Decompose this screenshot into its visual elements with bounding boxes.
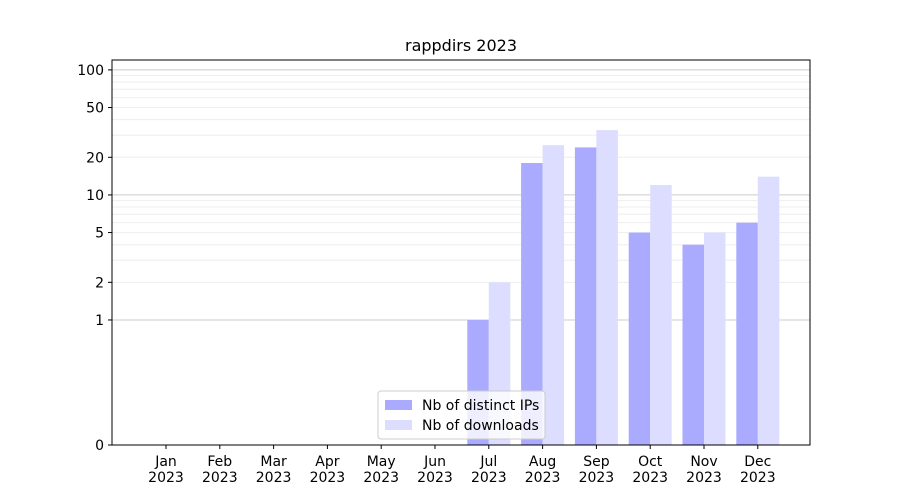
x-tick-label: Apr 2023 — [310, 454, 346, 486]
legend: Nb of distinct IPs Nb of downloads — [377, 390, 546, 440]
x-tick-label: Feb 2023 — [202, 454, 238, 486]
x-tick-label: Jul 2023 — [471, 454, 507, 486]
legend-box — [377, 390, 546, 440]
y-tick-label: 100 — [77, 63, 104, 79]
x-tick-label: Mar 2023 — [256, 454, 292, 486]
bar-downloads — [650, 185, 672, 445]
bar-downloads — [757, 176, 780, 445]
legend-swatch — [385, 400, 412, 410]
y-tick-label: 1 — [95, 313, 104, 329]
grid-lines — [112, 69, 810, 321]
y-tick-label: 2 — [95, 275, 104, 291]
y-tick-label: 50 — [86, 101, 104, 117]
x-axis: Jan 2023 Feb 2023 Mar 2023 Apr 2023 May 2023 Jun 20… — [148, 445, 776, 486]
x-tick-label: Oct 2023 — [632, 454, 668, 486]
y-tick-label: 0 — [95, 438, 104, 454]
bar-downloads — [542, 145, 565, 445]
bar-downloads — [704, 232, 726, 445]
y-axis: 0 1 2 5 10 20 50 100 — [77, 63, 112, 454]
bar-distinct-ips — [682, 244, 704, 445]
chart-title: rappdirs 2023 — [405, 36, 517, 55]
bar-downloads — [596, 130, 618, 445]
legend-label: Nb of distinct IPs — [422, 398, 539, 414]
plot-area-frame — [111, 59, 811, 446]
x-tick-label: May 2023 — [363, 454, 399, 486]
x-tick-label: Jun 2023 — [417, 454, 453, 486]
bar-distinct-ips — [628, 232, 651, 445]
bar-distinct-ips — [521, 163, 543, 445]
x-tick-label: Dec 2023 — [740, 454, 776, 486]
bar-distinct-ips — [574, 147, 597, 446]
y-tick-label: 10 — [86, 188, 104, 204]
x-tick-label: Nov 2023 — [686, 454, 722, 486]
x-tick-label: Aug 2023 — [525, 454, 561, 486]
y-tick-label: 5 — [95, 226, 104, 242]
x-tick-label: Jan 2023 — [148, 454, 184, 486]
legend-label: Nb of downloads — [422, 418, 539, 434]
x-tick-label: Sep 2023 — [579, 454, 615, 486]
y-tick-label: 20 — [86, 150, 104, 166]
legend-swatch — [385, 420, 412, 430]
bar-distinct-ips — [736, 222, 758, 445]
